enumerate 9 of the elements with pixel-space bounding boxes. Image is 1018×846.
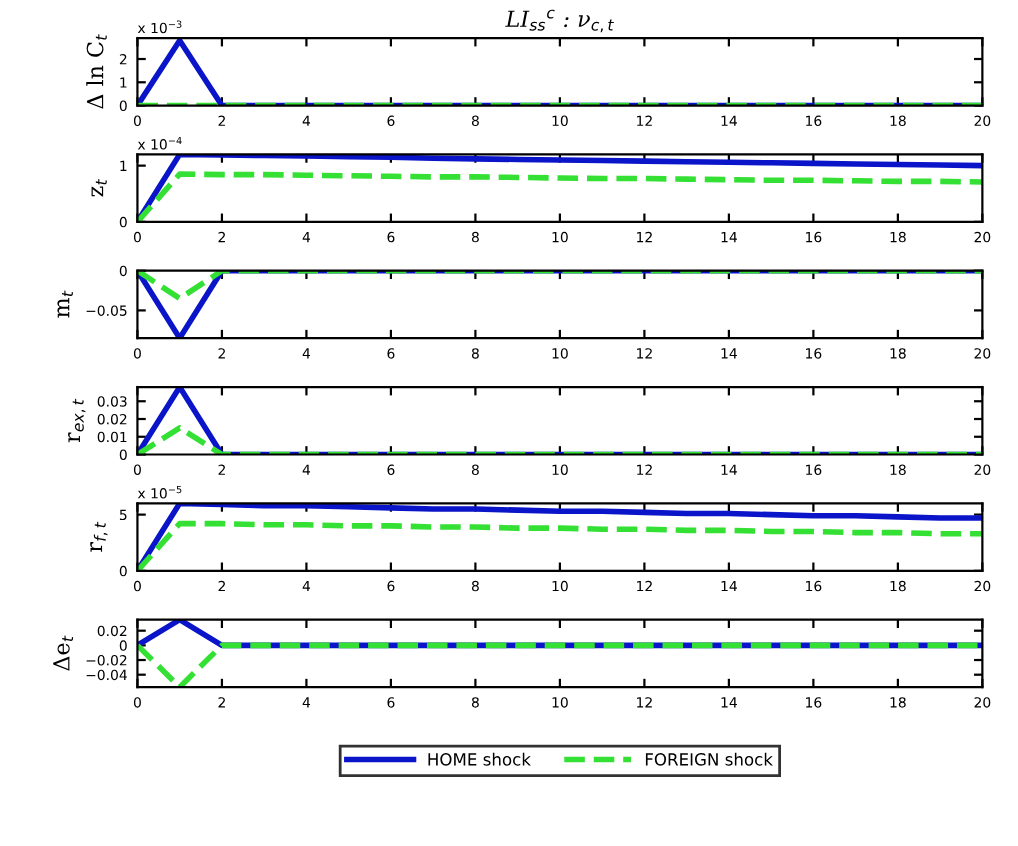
y-axis-title: z$_{t}$ bbox=[91, 178, 107, 197]
y-axis-title: r$_{ex,t}$ bbox=[68, 398, 86, 443]
legend-label: HOME shock bbox=[428, 752, 531, 766]
y-axis-title: m$_{t}$ bbox=[57, 290, 73, 318]
y-axis-title: Δe$_{t}$ bbox=[53, 635, 74, 671]
y-axis-title: Δ ln C$_{t}$ bbox=[86, 34, 107, 109]
y-axis-title: r$_{f,t}$ bbox=[90, 521, 108, 552]
chart-title: LI$_{ss}$$^{c}$ : ν$_{c,t}$ bbox=[505, 9, 614, 33]
legend-label: FOREIGN shock bbox=[645, 752, 773, 766]
